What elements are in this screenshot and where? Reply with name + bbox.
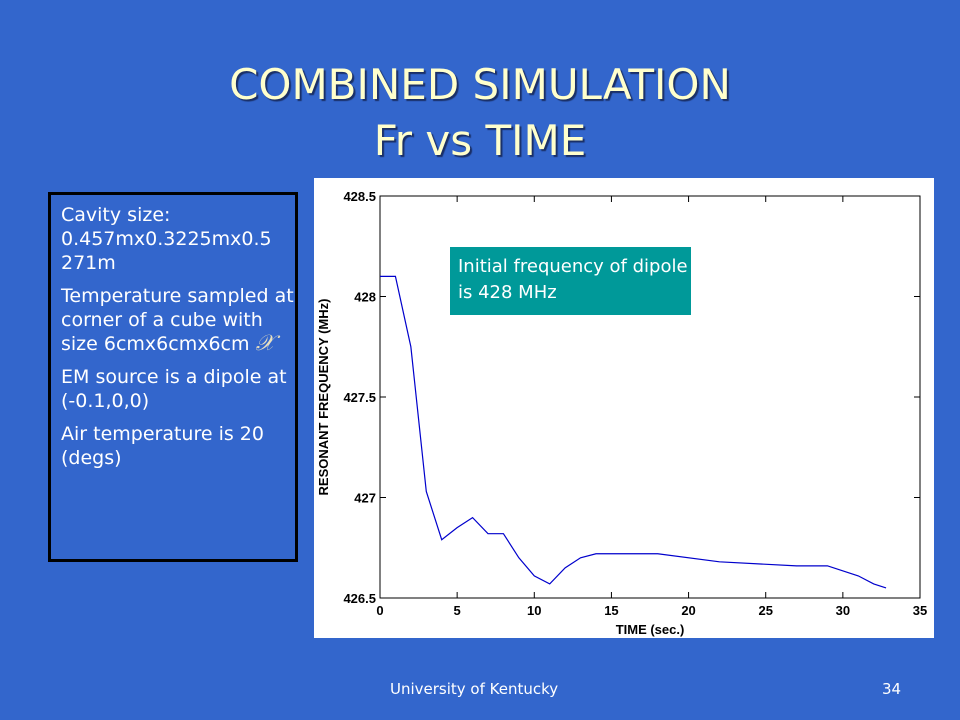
slide-title: COMBINED SIMULATION — [229, 60, 731, 109]
cavity-size-text: Cavity size: 0.457mx0.3225mx0.5 271m — [61, 204, 272, 274]
x-tick-label: 20 — [681, 603, 695, 618]
y-tick-label: 426.5 — [343, 591, 376, 606]
x-tick-label: 15 — [604, 603, 618, 618]
em-source-text: EM source is a dipole at (-0.1,0,0) — [61, 366, 287, 412]
temperature-sample-text: Temperature sampled at corner of a cube … — [61, 285, 294, 356]
y-tick-label: 428 — [354, 290, 376, 305]
handwritten-mark-icon: 𝒳 — [255, 331, 275, 356]
x-tick-label: 5 — [454, 603, 461, 618]
y-tick-label: 428.5 — [343, 189, 376, 204]
y-tick-label: 427 — [354, 491, 376, 506]
x-tick-label: 25 — [758, 603, 772, 618]
slide-number: 34 — [882, 680, 902, 698]
y-axis-label: RESONANT FREQUENCY (MHz) — [316, 299, 331, 496]
slide-subtitle: Fr vs TIME — [373, 116, 587, 165]
initial-frequency-callout: Initial frequency of dipole is 428 MHz — [450, 247, 691, 315]
x-tick-label: 30 — [836, 603, 850, 618]
x-tick-label: 10 — [527, 603, 541, 618]
x-tick-label: 35 — [913, 603, 927, 618]
x-tick-label: 0 — [376, 603, 383, 618]
air-temperature-text: Air temperature is 20 (degs) — [61, 423, 264, 469]
x-axis-label: TIME (sec.) — [616, 622, 685, 637]
frequency-series-line — [380, 275, 887, 589]
footer-institution: University of Kentucky — [390, 680, 559, 698]
y-tick-label: 427.5 — [343, 390, 376, 405]
info-box: Cavity size: 0.457mx0.3225mx0.5 271m Tem… — [48, 192, 298, 562]
frequency-chart: 0 5 10 15 20 25 30 35 426.5 427 427.5 428 428.5 TIME … — [316, 189, 927, 637]
